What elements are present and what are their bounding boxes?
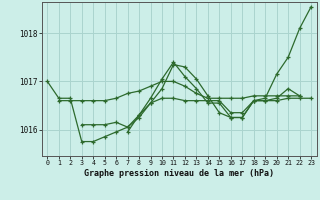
X-axis label: Graphe pression niveau de la mer (hPa): Graphe pression niveau de la mer (hPa) [84,169,274,178]
